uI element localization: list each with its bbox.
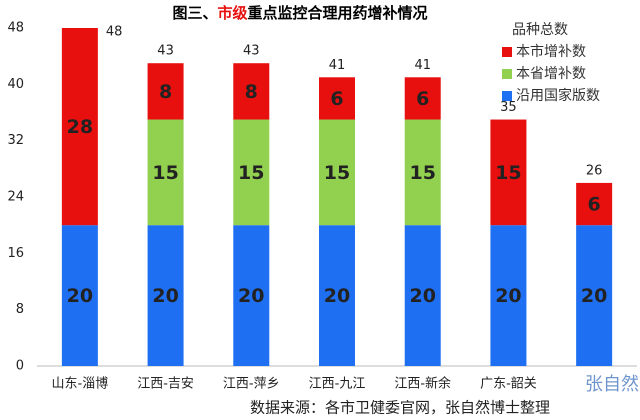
legend-swatch [502,69,512,79]
bar-segment [404,119,441,226]
segment-label: 20 [324,285,350,307]
x-tick-label: 广东-韶关 [480,376,537,392]
legend-swatch [502,91,512,101]
segment-label: 15 [495,162,521,184]
y-tick-label: 16 [7,246,24,261]
bar-segment [233,119,270,226]
bar-segment [233,225,270,366]
bar-segment [61,225,98,366]
total-label: 43 [243,44,260,59]
segment-label: 15 [238,162,264,184]
y-tick-label: 40 [7,77,24,92]
legend-title: 品种总数 [512,22,568,38]
y-tick-label: 0 [16,359,24,374]
total-label: 35 [500,100,517,115]
bar-segment [404,77,441,120]
legend-label: 沿用国家版数 [516,87,600,104]
segment-label: 20 [409,285,435,307]
source-note: 数据来源：各市卫健委官网，张自然博士整理 [250,399,550,417]
segment-label: 20 [495,285,521,307]
segment-label: 15 [409,162,435,184]
total-label: 26 [586,163,603,178]
x-tick-label: 江西-吉安 [137,377,194,392]
y-tick-label: 32 [7,133,24,148]
y-tick-label: 24 [7,190,24,205]
x-tick-label: 江西-新余 [394,376,451,392]
title-part: 重点监控合理用药增补情况 [248,4,428,22]
chart-title: 图三、市级重点监控合理用药增补情况 [172,4,427,22]
bar-segment [319,119,355,226]
title-part: 图三、 [172,4,217,22]
segment-label: 6 [330,88,343,110]
bar-segment [147,63,184,120]
bar-segment [576,182,613,226]
total-label: 41 [329,58,346,73]
total-label: 43 [157,44,174,59]
y-tick-label: 48 [7,21,24,36]
bar-segment [147,119,184,226]
bar-segment [319,77,355,120]
title-part: 市级 [217,4,248,22]
bar-segment [576,225,613,366]
segment-label: 20 [67,285,93,307]
bar-segment [490,119,527,226]
segment-label: 15 [152,162,178,184]
x-tick-label: 山东-淄博 [52,377,109,392]
bar-segment [147,225,184,366]
watermark: 张自然 [585,374,639,395]
segment-label: 8 [245,81,258,103]
segment-label: 20 [152,285,178,307]
segment-label: 28 [67,116,93,138]
segment-label: 20 [581,285,607,307]
bar-segment [233,63,270,120]
bar-segment [490,225,527,366]
bar-segment [61,28,98,226]
bar-segment [319,225,355,366]
legend-swatch [502,47,512,57]
segment-label: 6 [416,88,429,110]
x-tick-label: 江西-萍乡 [223,377,280,392]
segment-label: 8 [159,81,172,103]
segment-label: 6 [588,194,601,216]
bar-segment [404,225,441,366]
total-label: 41 [414,58,431,73]
segment-label: 20 [238,285,264,307]
segment-label: 15 [324,162,350,184]
y-tick-label: 8 [16,302,24,317]
total-label: 48 [106,25,123,40]
x-tick-label: 江西-九江 [309,377,366,392]
legend-label: 本省增补数 [516,66,586,82]
legend-label: 本市增补数 [516,43,586,60]
